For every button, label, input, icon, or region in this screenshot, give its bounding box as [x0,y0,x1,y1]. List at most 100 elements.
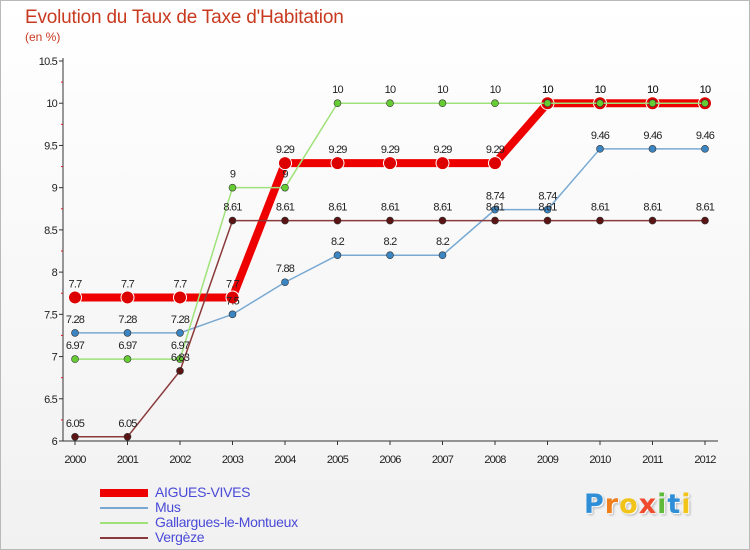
data-label: 7.28 [171,314,190,326]
logo-letter: t [667,489,682,520]
x-tick-label: 2001 [117,454,139,466]
data-point [278,156,292,171]
y-tick-label: 7.5 [44,309,58,321]
y-tick-label: 9 [52,183,58,195]
data-label: 9.29 [433,144,452,156]
y-tick-label: 8.5 [44,225,58,237]
data-label: 7.28 [66,314,85,326]
data-label: 6.05 [66,418,85,430]
data-label: 7.7 [69,278,83,290]
y-tick-label: 10.5 [39,56,58,68]
x-tick-label: 2011 [642,454,663,466]
data-label: 8.61 [223,202,242,214]
data-point [71,432,79,441]
y-tick-label: 6.5 [44,394,58,406]
y-tick-label: 9.5 [44,140,58,152]
chart-title: Evolution du Taux de Taxe d'Habitation [25,7,344,28]
data-point [543,216,552,225]
legend-label: AIGUES-VIVES [155,484,251,500]
data-point [648,216,657,225]
legend-swatch [100,537,148,539]
y-tick-label: 10 [46,98,57,110]
data-point [491,205,499,214]
x-tick-label: 2009 [537,454,559,466]
data-label: 10 [437,84,448,96]
data-label: 6.83 [171,352,190,364]
data-label: 7.88 [276,263,295,275]
legend-item: Mus [100,499,420,515]
data-label: 6.05 [118,418,137,430]
data-label: 9.29 [486,144,505,156]
legend-label: Gallargues-le-Montueux [155,514,298,530]
y-tick-label: 8 [52,267,58,279]
legend-item: AIGUES-VIVES [100,484,420,500]
x-tick-label: 2006 [379,454,401,466]
data-point [701,145,709,153]
legend-swatch [100,507,148,509]
data-point [648,99,657,108]
data-point [228,310,237,319]
data-label: 8.61 [328,202,347,214]
data-point [543,205,552,214]
data-point [491,99,499,108]
data-point [281,183,289,192]
x-tick-label: 2007 [432,454,454,466]
data-point [173,290,187,305]
data-point [123,355,132,363]
data-point [543,99,552,108]
data-label: 6.97 [171,340,190,352]
logo-letter: i [681,489,692,520]
data-label: 8.74 [538,191,557,203]
data-label: 8.61 [643,202,662,214]
data-label: 9.29 [276,144,295,156]
data-point [488,156,502,171]
data-label: 10 [542,84,553,96]
data-point [596,99,604,108]
data-label: 7.7 [174,278,188,290]
data-point [333,216,342,225]
data-label: 8.61 [381,202,400,214]
data-label: 10 [700,84,711,96]
data-label: 10 [647,84,658,96]
data-point [438,216,447,225]
x-tick-label: 2012 [694,454,716,466]
chart-subtitle: (en %) [25,30,61,44]
data-label: 8.61 [696,202,715,214]
x-tick-label: 2002 [169,454,191,466]
data-label: 9.29 [328,144,347,156]
series-line [75,102,705,360]
data-label: 8.74 [486,191,505,203]
data-point [228,216,237,225]
x-tick-label: 2005 [327,454,349,466]
data-label: 8.2 [331,236,345,248]
data-point [333,251,342,260]
logo-letter: i [657,489,668,520]
proxiti-logo: Proxiti [584,489,692,520]
data-point [281,278,289,287]
data-point [71,329,79,337]
data-label: 10 [542,84,553,96]
y-tick-label: 6 [52,436,58,448]
legend-label: Mus [155,499,181,515]
data-point [68,290,82,305]
data-label: 7.7 [226,278,240,290]
data-label: 9.46 [643,130,662,142]
legend-swatch [100,522,148,524]
data-point [491,216,499,225]
x-tick-label: 2004 [274,454,296,466]
data-point [228,183,237,192]
data-label: 9 [282,169,288,181]
x-tick-label: 2010 [589,454,611,466]
data-point [123,432,132,441]
data-point [701,216,709,225]
data-point [71,355,79,363]
data-point [701,99,709,108]
data-label: 10 [595,84,606,96]
data-label: 9.46 [696,130,715,142]
data-label: 7.5 [226,295,240,307]
data-point [648,145,657,153]
data-label: 9 [230,169,236,181]
x-tick-label: 2000 [64,454,86,466]
